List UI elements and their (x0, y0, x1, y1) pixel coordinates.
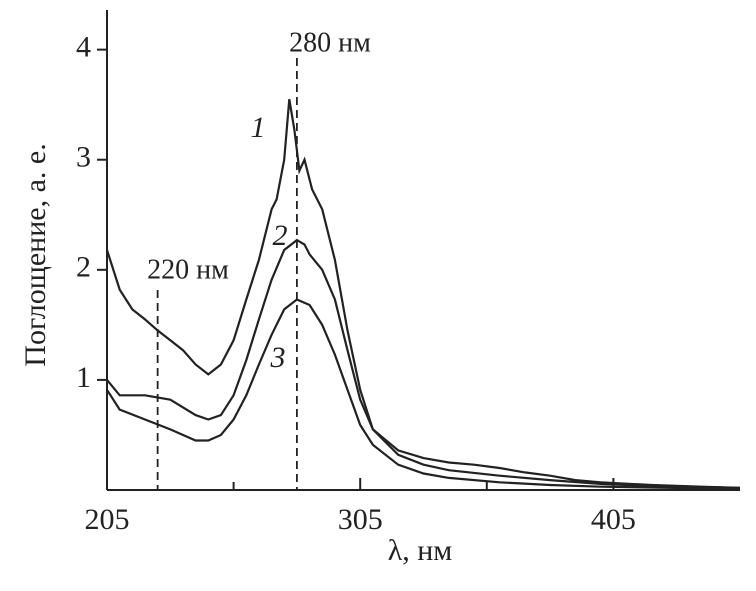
x-tick-label: 405 (591, 503, 636, 536)
y-axis-label: Поглощение, а. е. (19, 143, 52, 366)
y-tick-label: 2 (76, 251, 91, 284)
annotation-label: 220 нм (147, 254, 229, 285)
series-label: 2 (273, 219, 288, 252)
y-tick-label: 1 (76, 361, 91, 394)
series-label: 1 (251, 111, 266, 144)
x-axis-label: λ, нм (388, 534, 453, 567)
y-tick-label: 4 (76, 31, 91, 64)
series-label: 3 (270, 341, 286, 374)
series-line (106, 298, 741, 490)
x-tick-label: 305 (338, 503, 383, 536)
series-line (106, 238, 741, 489)
y-tick-label: 3 (76, 141, 91, 174)
series-line (105, 99, 741, 489)
annotation-label: 280 нм (289, 27, 371, 58)
x-tick-label: 205 (85, 503, 130, 536)
